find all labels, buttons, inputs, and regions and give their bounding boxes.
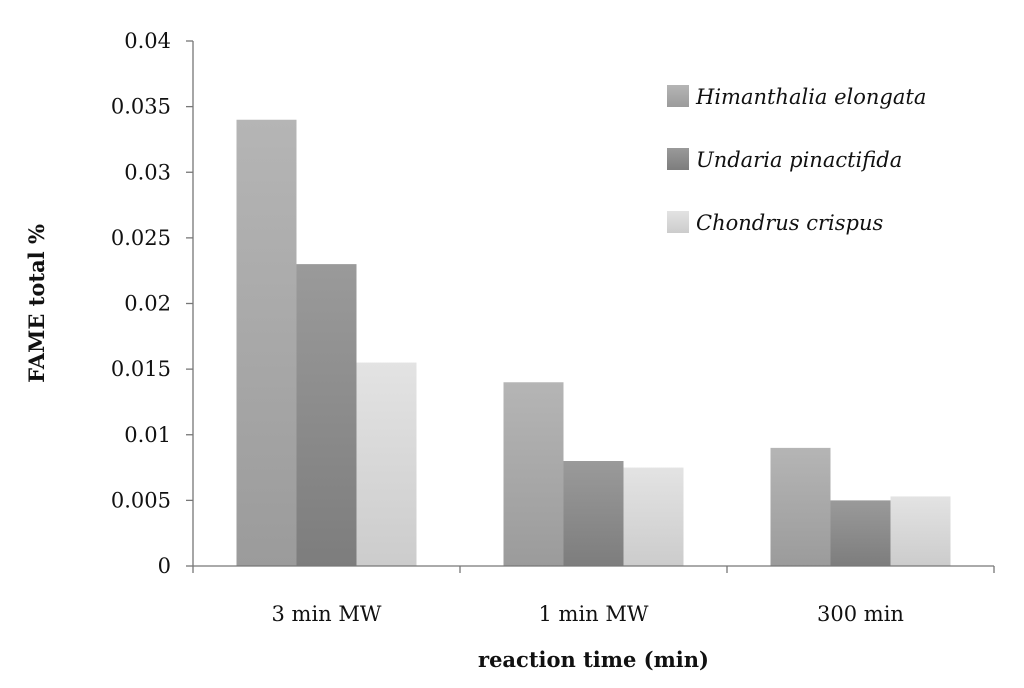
y-tick-label: 0.015 (111, 357, 171, 381)
y-tick-label: 0.03 (124, 160, 171, 184)
y-axis-title: FAME total % (24, 224, 49, 383)
x-tick-label: 3 min MW (272, 602, 382, 626)
x-axis-title: reaction time (min) (478, 647, 709, 672)
y-tick-label: 0.025 (111, 226, 171, 250)
legend-swatch (667, 211, 689, 233)
y-tick-label: 0.035 (111, 95, 171, 119)
bar (890, 496, 951, 566)
bar (356, 362, 417, 566)
bar (623, 467, 684, 566)
bar (563, 461, 624, 566)
bar (770, 447, 831, 566)
y-tick-label: 0.04 (124, 29, 171, 53)
legend-label: Undaria pinactifida (696, 148, 902, 172)
y-tick-label: 0.005 (111, 488, 171, 512)
legend-swatch (667, 148, 689, 170)
bar (503, 382, 564, 566)
bar (830, 500, 891, 566)
axes-layer: 0 0.005 0.01 0.015 0.02 0.025 0.03 0.035 0.04 3 m… (111, 29, 995, 626)
legend-swatch (667, 85, 689, 107)
bar (296, 264, 357, 566)
y-tick-label: 0.02 (124, 292, 171, 316)
y-tick-label: 0.01 (124, 423, 171, 447)
legend-label: Chondrus crispus (696, 211, 883, 235)
bar (236, 119, 297, 566)
y-tick-label: 0 (158, 554, 171, 578)
x-tick-label: 1 min MW (539, 602, 649, 626)
bars-layer (236, 119, 951, 566)
x-tick-label: 300 min (817, 602, 904, 626)
legend-label: Himanthalia elongata (695, 85, 926, 109)
legend: Himanthalia elongata Undaria pinactifida C… (667, 85, 926, 235)
